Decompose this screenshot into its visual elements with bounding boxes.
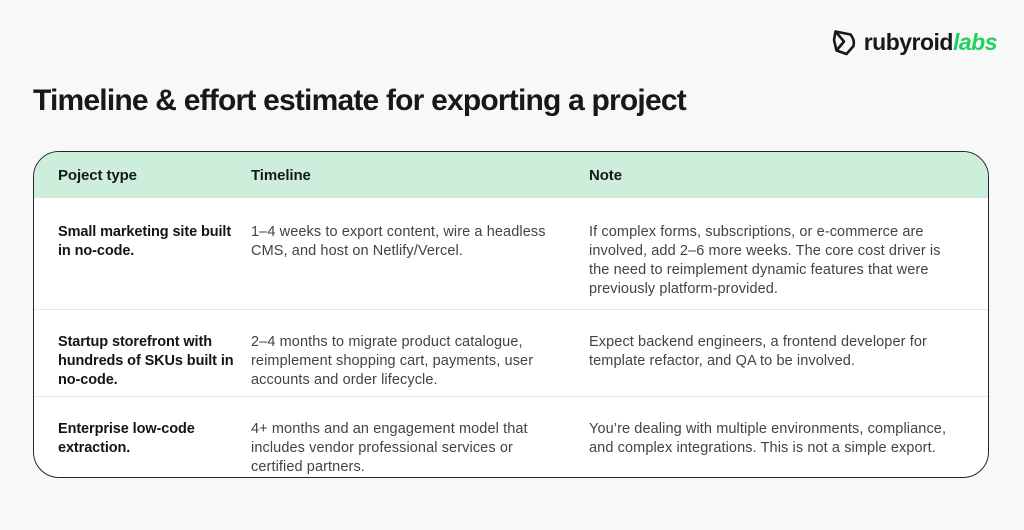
logo-text-brand: rubyroid: [863, 29, 954, 55]
page-title: Timeline & effort estimate for exporting…: [33, 84, 687, 117]
logo-text-labs: labs: [952, 29, 998, 55]
cell-note: You’re dealing with multiple environment…: [589, 421, 947, 456]
cell-note: Expect backend engineers, a frontend dev…: [589, 334, 927, 369]
cell-timeline: 4+ months and an engagement model that i…: [251, 421, 528, 475]
column-header-project-type: Poject type: [58, 166, 137, 184]
column-header-note: Note: [589, 166, 622, 184]
cell-timeline: 2–4 months to migrate product catalogue,…: [251, 334, 534, 388]
rubyroidlabs-logo-icon: [831, 28, 858, 57]
cell-project-type: Enterprise low-code extraction.: [58, 421, 195, 456]
cell-timeline: 1–4 weeks to export content, wire a head…: [251, 224, 546, 259]
cell-note: If complex forms, subscriptions, or e-co…: [589, 224, 941, 297]
estimate-table: Poject type Timeline Note Small marketin…: [33, 151, 989, 478]
logo: rubyroidlabs: [831, 28, 998, 57]
logo-text: rubyroidlabs: [863, 29, 998, 56]
table-row-enterprise-low-code: Enterprise low-code extraction. 4+ month…: [34, 396, 988, 477]
table-row-startup-storefront: Startup storefront with hundreds of SKUs…: [34, 309, 988, 396]
table-row-small-marketing-site: Small marketing site built in no-code. 1…: [34, 198, 988, 309]
table-header-row: Poject type Timeline Note: [34, 152, 988, 198]
cell-project-type: Small marketing site built in no-code.: [58, 224, 232, 259]
column-header-timeline: Timeline: [251, 166, 311, 184]
cell-project-type: Startup storefront with hundreds of SKUs…: [58, 334, 234, 388]
